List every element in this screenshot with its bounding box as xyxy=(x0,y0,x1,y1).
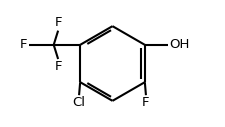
Text: F: F xyxy=(20,38,27,51)
Text: Cl: Cl xyxy=(72,96,86,109)
Text: F: F xyxy=(54,16,62,29)
Text: F: F xyxy=(142,96,150,109)
Text: OH: OH xyxy=(169,38,189,51)
Text: F: F xyxy=(54,60,62,73)
